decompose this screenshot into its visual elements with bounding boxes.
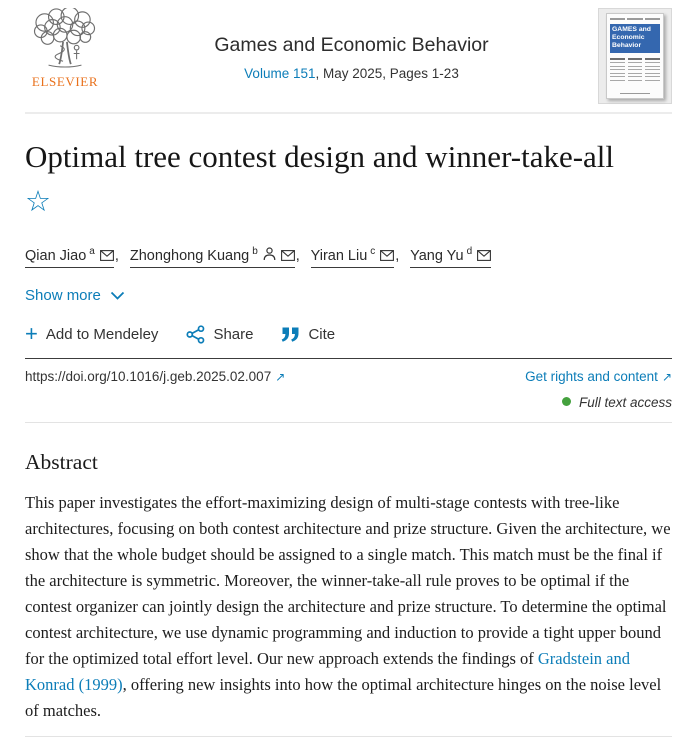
- share-label: Share: [213, 325, 254, 343]
- cover-title: GAMES and Economic Behavior: [610, 24, 660, 54]
- journal-header: ELSEVIER Games and Economic Behavior Vol…: [25, 0, 672, 104]
- cite-label: Cite: [308, 325, 336, 343]
- abstract-text-after: , offering new insights into how the opt…: [25, 675, 662, 721]
- access-badge: Full text access: [578, 395, 672, 411]
- author-link-yiran-liu[interactable]: Yiran Liu c: [310, 246, 395, 268]
- envelope-icon: [477, 249, 492, 261]
- volume-issue-line: Volume 151, May 2025, Pages 1-23: [105, 66, 598, 81]
- author-separator: ,: [114, 247, 119, 264]
- author-link-zhonghong-kuang[interactable]: Zhonghong Kuang b: [129, 246, 295, 268]
- citation-link[interactable]: Gradstein and Konrad (1999): [25, 649, 630, 695]
- author-separator: ,: [395, 247, 400, 264]
- footnote-star-icon[interactable]: ☆: [25, 184, 51, 219]
- person-icon: [263, 247, 276, 260]
- cover-header-lines: [610, 17, 660, 20]
- abstract-bottom-divider: [25, 736, 672, 738]
- header-divider: [25, 112, 672, 114]
- access-row: Full text access: [25, 392, 672, 422]
- cite-button[interactable]: Cite: [281, 326, 335, 343]
- author-list: Qian Jiao a, Zhonghong Kuang b, Yiran Liu c…: [25, 246, 672, 268]
- author-name: Qian Jiao: [25, 247, 87, 264]
- journal-title-link[interactable]: Games and Economic Behavior: [214, 34, 489, 56]
- author-name: Yiran Liu: [310, 247, 368, 264]
- author-affiliation-sup: d: [466, 246, 473, 258]
- author-affiliation-sup: a: [89, 246, 95, 258]
- show-more-button[interactable]: Show more: [25, 287, 125, 304]
- access-dot-icon: [561, 397, 571, 407]
- author-link-qian-jiao[interactable]: Qian Jiao a: [25, 246, 114, 268]
- elsevier-logo[interactable]: ELSEVIER: [25, 6, 105, 90]
- issue-info: , May 2025, Pages 1-23: [315, 66, 459, 81]
- doi-row: https://doi.org/10.1016/j.geb.2025.02.00…: [25, 359, 672, 392]
- envelope-icon: [380, 249, 395, 261]
- envelope-icon: [99, 249, 114, 261]
- doi-link[interactable]: https://doi.org/10.1016/j.geb.2025.02.00…: [25, 369, 285, 384]
- rights-label: Get rights and content: [525, 369, 658, 385]
- author-link-yang-yu[interactable]: Yang Yu d: [410, 246, 492, 268]
- doi-text: https://doi.org/10.1016/j.geb.2025.02.00…: [25, 369, 272, 385]
- add-to-mendeley-label: Add to Mendeley: [45, 325, 159, 343]
- action-toolbar: + Add to Mendeley Share Cite: [25, 321, 672, 347]
- external-link-icon: ↗: [661, 370, 672, 385]
- add-to-mendeley-button[interactable]: + Add to Mendeley: [25, 321, 159, 347]
- journal-header-center: Games and Economic Behavior Volume 151, …: [105, 8, 598, 81]
- journal-cover-page: GAMES and Economic Behavior: [606, 13, 664, 99]
- rights-and-content-link[interactable]: Get rights and content ↗: [525, 369, 672, 384]
- journal-cover-thumbnail[interactable]: GAMES and Economic Behavior: [598, 8, 672, 104]
- abstract-heading: Abstract: [25, 450, 98, 475]
- volume-link[interactable]: Volume 151: [244, 66, 316, 81]
- article-title-text: Optimal tree contest design and winner-t…: [25, 139, 615, 174]
- abstract-text-before: This paper investigates the effort-maxim…: [25, 493, 671, 669]
- doi-divider: [25, 357, 672, 360]
- abstract-top-divider: [25, 422, 672, 424]
- external-link-icon: ↗: [275, 370, 286, 385]
- abstract-paragraph: This paper investigates the effort-maxim…: [25, 490, 672, 724]
- elsevier-logo-label: ELSEVIER: [31, 74, 99, 89]
- share-icon: [186, 325, 205, 344]
- elsevier-tree-icon: [33, 6, 96, 68]
- cover-footer-line: [620, 92, 650, 94]
- show-more-label: Show more: [25, 286, 101, 304]
- author-name: Yang Yu: [410, 247, 464, 264]
- author-name: Zhonghong Kuang: [129, 247, 250, 264]
- plus-icon: +: [25, 321, 38, 347]
- cite-quote-icon: [282, 327, 299, 342]
- share-button[interactable]: Share: [186, 325, 253, 344]
- article-title: Optimal tree contest design and winner-t…: [25, 135, 625, 223]
- author-affiliation-sup: b: [252, 246, 258, 258]
- cover-toc-lines: [610, 58, 661, 92]
- author-affiliation-sup: c: [370, 246, 376, 258]
- chevron-down-icon: [110, 292, 125, 301]
- author-separator: ,: [295, 247, 300, 264]
- envelope-icon: [280, 249, 295, 261]
